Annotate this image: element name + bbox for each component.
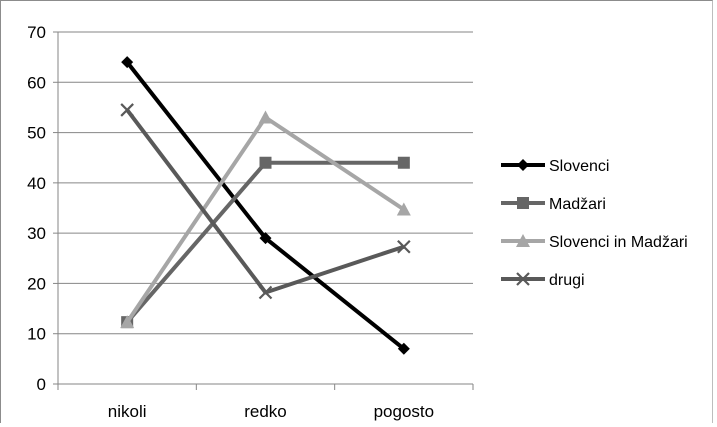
y-tick-label: 50	[27, 124, 46, 143]
data-point	[397, 342, 410, 355]
y-tick-label: 40	[27, 174, 46, 193]
marker-stroke	[397, 239, 411, 254]
legend-swatch-marker	[517, 159, 529, 171]
legend-item: Slovenci	[501, 158, 609, 175]
legend: Slovenci Madžari Slovenci in Madžari drugi	[501, 158, 688, 289]
y-tick-label: 10	[27, 325, 46, 344]
marker-stroke	[516, 272, 530, 286]
marker-stroke	[120, 103, 134, 117]
x-tick-label: nikoli	[108, 402, 147, 421]
legend-label: Slovenci in Madžari	[549, 234, 688, 251]
data-point	[120, 103, 134, 117]
series-line	[125, 60, 406, 351]
y-tick-label: 70	[27, 23, 46, 42]
data-point	[258, 285, 273, 300]
series-slovenci-in-mad-ari	[120, 110, 411, 329]
x-tick-label: redko	[244, 402, 287, 421]
series-line	[125, 108, 405, 295]
series-slovenci	[121, 56, 410, 355]
legend-item: drugi	[501, 272, 585, 289]
series-drugi	[120, 103, 411, 300]
data-point	[396, 202, 411, 216]
legend-label: Slovenci	[549, 158, 609, 175]
y-axis-ticks: 0 10 20 30 40 50 60 70	[27, 23, 46, 394]
data-point	[259, 156, 272, 169]
legend-swatch-marker	[517, 197, 529, 209]
legend-item: Madžari	[501, 196, 606, 213]
axes	[53, 31, 474, 390]
legend-swatch-marker	[516, 234, 530, 247]
y-tick-label: 30	[27, 224, 46, 243]
data-point	[397, 156, 410, 169]
y-tick-label: 20	[27, 274, 46, 293]
y-tick-label: 60	[27, 73, 46, 92]
legend-item: Slovenci in Madžari	[501, 234, 688, 251]
data-point	[259, 232, 272, 245]
grid-lines	[58, 31, 473, 335]
data-point	[258, 110, 273, 124]
marker-stroke	[258, 285, 273, 300]
legend-label: drugi	[549, 272, 585, 289]
legend-swatch-marker	[516, 272, 530, 286]
legend-label: Madžari	[549, 196, 606, 213]
y-tick-label: 0	[37, 375, 46, 394]
x-tick-label: pogosto	[374, 402, 435, 421]
x-axis-ticks: nikoli redko pogosto	[108, 402, 434, 421]
series-layer	[120, 56, 411, 355]
data-point	[120, 315, 135, 329]
data-point	[397, 239, 411, 254]
data-point	[121, 56, 134, 69]
